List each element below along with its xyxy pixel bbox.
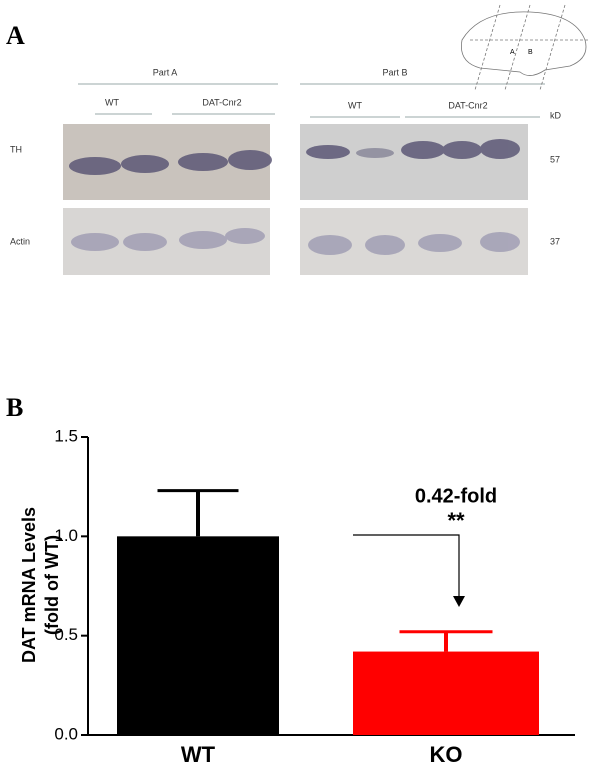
band [225,228,265,244]
band [480,139,520,159]
bar [353,651,539,735]
part-title: Part A [153,67,178,77]
unit-label: kD [550,110,562,120]
band [308,235,352,255]
row-label: TH [10,144,22,154]
row-label: Actin [10,236,30,246]
band [178,153,228,171]
brain-diagram [461,4,590,91]
band [69,157,121,175]
band [418,234,462,252]
group-label: DAT-Cnr2 [448,100,487,110]
y-axis-label: DAT mRNA Levels [19,507,39,663]
y-tick-label: 0.0 [54,724,78,743]
bar [117,536,279,735]
band [365,235,405,255]
weight-label: 37 [550,236,560,246]
part-title: Part B [382,67,407,77]
band [442,141,482,159]
y-tick-label: 0.5 [54,625,78,644]
region-label: A [510,49,515,56]
blots [63,124,528,275]
group-label: DAT-Cnr2 [202,97,241,107]
band [179,231,227,249]
x-tick-label: WT [181,742,216,767]
region-label: B [528,49,533,56]
band [228,150,272,170]
band [306,145,350,159]
group-label: WT [105,97,119,107]
panel-label: A [6,21,25,50]
band [121,155,169,173]
y-tick-label: 1.0 [54,526,78,545]
weight-label: 57 [550,154,560,164]
blot [300,124,528,200]
band [71,233,119,251]
band [480,232,520,252]
band [356,148,394,158]
arrow-head [453,596,465,607]
x-tick-label: KO [430,742,463,767]
y-tick-label: 1.5 [54,426,78,445]
arrow [353,534,460,598]
band [401,141,445,159]
group-label: WT [348,100,362,110]
band [123,233,167,251]
panel-label: B [6,393,23,422]
y-axis-label: (fold of WT) [42,535,62,635]
annotation: 0.42-fold [415,485,497,507]
annotation: ** [447,508,465,533]
